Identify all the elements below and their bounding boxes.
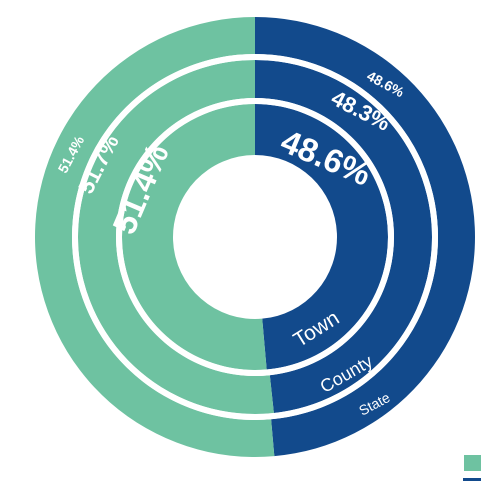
segment-county-green [78, 60, 274, 414]
legend [463, 455, 481, 481]
segment-state-green [34, 16, 275, 457]
segment-county-blue [255, 60, 433, 413]
segment-state-blue [255, 17, 475, 457]
segment-town-blue [255, 103, 389, 370]
segment-town-green [122, 104, 267, 370]
legend-swatch-green [464, 455, 481, 471]
legend-swatch-blue [463, 478, 481, 481]
rings-layer [34, 16, 475, 457]
ring-separators [72, 54, 438, 420]
ring-separator-2 [116, 98, 394, 376]
ring-separator-1 [72, 54, 438, 420]
